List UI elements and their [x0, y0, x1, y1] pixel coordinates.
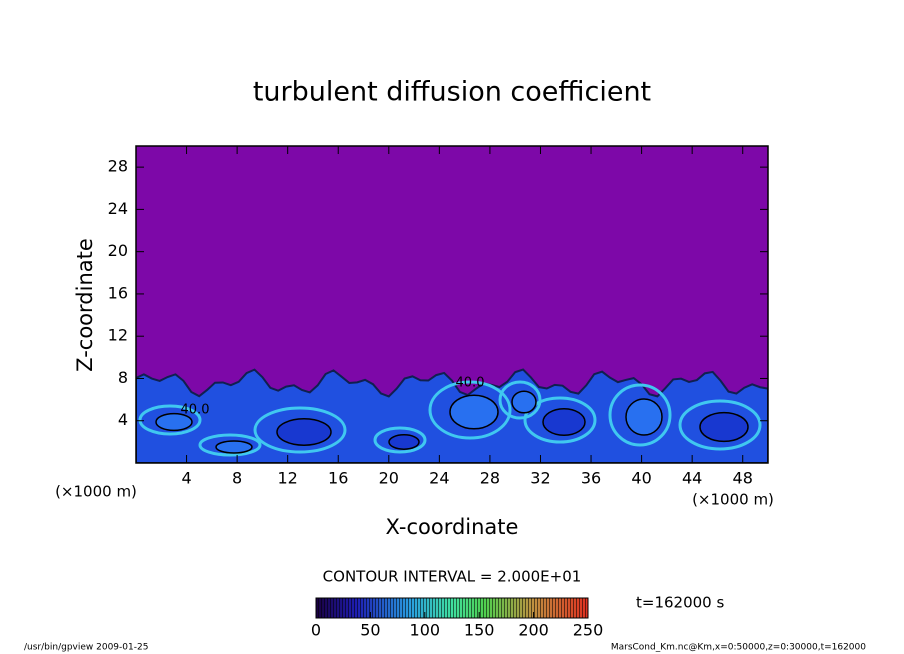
- contour-label: 40.0: [456, 376, 485, 391]
- contour-interval: CONTOUR INTERVAL = 2.000E+01: [323, 568, 582, 586]
- eddy: [523, 396, 597, 444]
- y-tick-label: 4: [118, 410, 128, 429]
- field: 40.0 40.0: [136, 146, 768, 463]
- eddy-contour: [388, 434, 420, 450]
- x-tick-label: 16: [328, 469, 348, 488]
- y-tick-label: 24: [108, 199, 128, 218]
- x-tick-label: 36: [581, 469, 601, 488]
- y-tick-label: 12: [108, 326, 128, 345]
- time-label: t=162000 s: [636, 594, 724, 612]
- x-unit: (×1000 m): [692, 491, 774, 509]
- eddy-contour: [449, 394, 499, 430]
- x-tick-label: 28: [480, 469, 500, 488]
- colorbar-tick-label: 250: [573, 621, 604, 640]
- colorbar-tick-label: 150: [464, 621, 495, 640]
- y-tick-label: 8: [118, 368, 128, 387]
- colorbar-tick-label: 0: [311, 621, 321, 640]
- eddy-contour: [215, 440, 253, 454]
- eddy: [198, 433, 262, 457]
- eddy: [678, 399, 762, 451]
- eddy-contour: [511, 390, 537, 414]
- footer-left: /usr/bin/gpview 2009-01-25: [24, 643, 148, 653]
- eddy-contour: [542, 408, 586, 436]
- eddy-contour: [155, 412, 193, 432]
- y-tick-label: 16: [108, 283, 128, 302]
- footer-right: MarsCond_Km.nc@Km,x=0:50000,z=0:30000,t=…: [611, 643, 866, 653]
- plot-frame: [135, 145, 769, 464]
- x-tick-label: 32: [530, 469, 550, 488]
- colorbar-frame: [315, 597, 589, 619]
- eddy: [608, 383, 672, 447]
- y-axis-label: Z-coordinate: [73, 238, 97, 372]
- eddy-contour: [276, 418, 332, 446]
- x-tick-label: 40: [631, 469, 651, 488]
- eddy: [373, 426, 427, 454]
- x-tick-label: 20: [379, 469, 399, 488]
- colorbar-tick-label: 200: [518, 621, 549, 640]
- y-tick-label: 28: [108, 157, 128, 176]
- chart-title: turbulent diffusion coefficient: [253, 77, 651, 108]
- eddy-contour: [625, 398, 663, 436]
- y-unit: (×1000 m): [55, 483, 137, 501]
- y-tick-label: 20: [108, 241, 128, 260]
- eddy: [498, 380, 542, 420]
- eddy-contour: [699, 411, 749, 443]
- x-tick-label: 8: [232, 469, 242, 488]
- colorbar-tick-label: 100: [410, 621, 441, 640]
- x-tick-label: 4: [181, 469, 191, 488]
- x-tick-label: 48: [733, 469, 753, 488]
- colorbar-tick-label: 50: [360, 621, 380, 640]
- eddy: [253, 406, 347, 454]
- x-tick-label: 24: [429, 469, 449, 488]
- x-tick-label: 12: [278, 469, 298, 488]
- colorbar-stripes: [316, 598, 588, 618]
- x-tick-label: 44: [682, 469, 702, 488]
- eddy: [138, 404, 202, 436]
- eddy: [428, 380, 512, 440]
- contour-label: 40.0: [181, 403, 210, 418]
- x-axis-label: X-coordinate: [386, 515, 519, 539]
